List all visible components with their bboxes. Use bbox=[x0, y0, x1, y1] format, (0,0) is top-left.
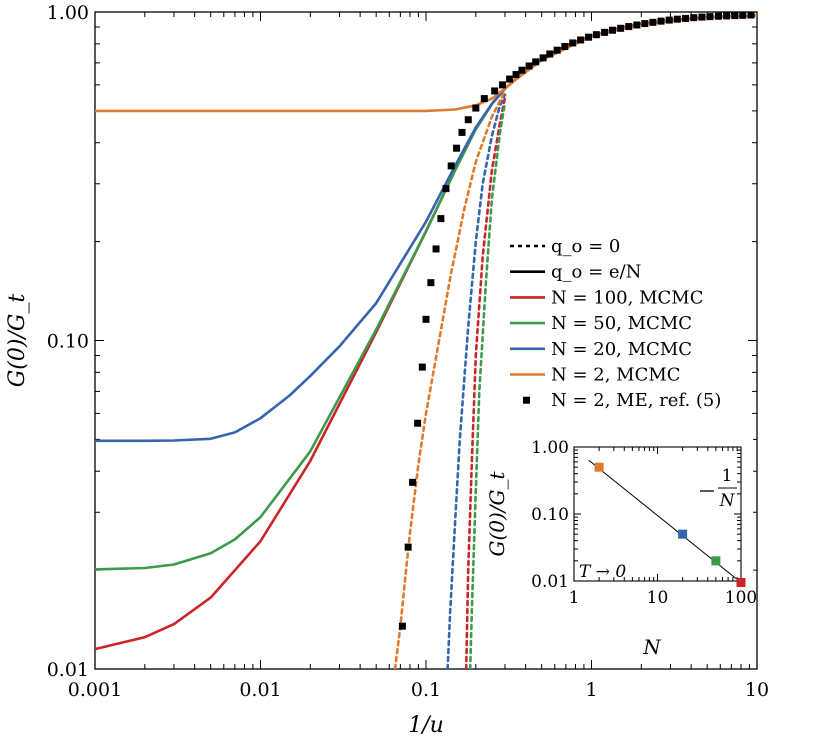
data-point-marker bbox=[747, 12, 755, 19]
inset-y-axis-label: G(0)/G_t bbox=[485, 471, 509, 557]
y-tick-label: 0.01 bbox=[47, 659, 89, 681]
data-point-marker bbox=[546, 50, 554, 58]
data-point-marker bbox=[418, 363, 426, 371]
series-group bbox=[95, 12, 757, 669]
inset-data-point bbox=[594, 462, 604, 472]
series-line-dotted bbox=[393, 89, 507, 669]
legend-label: N = 100, MCMC bbox=[551, 287, 703, 308]
data-point-marker bbox=[625, 23, 633, 31]
series-line bbox=[95, 14, 757, 113]
data-point-marker bbox=[518, 66, 526, 74]
legend-label: N = 20, MCMC bbox=[551, 339, 692, 360]
data-point-marker bbox=[491, 87, 499, 95]
data-point-marker bbox=[525, 62, 533, 70]
x-tick-label: 0.1 bbox=[411, 679, 441, 701]
data-point-marker bbox=[609, 26, 617, 34]
data-point-marker bbox=[427, 279, 435, 287]
data-point-marker bbox=[437, 215, 445, 223]
data-point-marker bbox=[617, 24, 625, 32]
inset-background bbox=[488, 435, 753, 660]
data-point-marker bbox=[698, 13, 706, 21]
data-point-marker bbox=[577, 36, 585, 44]
inset-x-tick-label: 100 bbox=[725, 588, 757, 608]
inset-chart: 1 10 100 0.01 0.10 1.00 N G(0)/G_t 1 N T → 0 bbox=[485, 435, 757, 660]
data-point-marker bbox=[499, 81, 507, 89]
legend-marker bbox=[523, 396, 530, 404]
y-tick-label: 1.00 bbox=[47, 2, 89, 24]
series-line-dotted bbox=[464, 96, 507, 669]
x-tick-label: 0.001 bbox=[68, 679, 122, 701]
data-point-marker bbox=[442, 185, 450, 193]
data-point-marker bbox=[682, 14, 690, 22]
y-tick-label: 0.10 bbox=[47, 331, 89, 353]
inset-line-label-numerator: 1 bbox=[722, 466, 733, 486]
data-point-marker bbox=[592, 31, 600, 39]
legend-label: N = 2, ME, ref. (5) bbox=[551, 390, 721, 411]
inset-y-tick-label: 1.00 bbox=[531, 438, 569, 458]
data-point-marker bbox=[569, 39, 577, 47]
x-tick-label: 1 bbox=[585, 679, 597, 701]
inset-x-tick-label: 1 bbox=[569, 588, 580, 608]
inset-data-point bbox=[736, 577, 746, 587]
data-point-marker bbox=[472, 104, 480, 112]
series-line-dotted bbox=[446, 93, 507, 669]
data-point-marker bbox=[731, 12, 739, 20]
data-point-marker bbox=[512, 71, 520, 79]
inset-x-tick-label: 10 bbox=[647, 588, 669, 608]
data-point-marker bbox=[633, 21, 641, 29]
inset-x-axis-label: N bbox=[642, 635, 662, 659]
series-line-dotted bbox=[468, 101, 507, 669]
y-axis-label: G(0)/G_t bbox=[5, 294, 30, 388]
data-point-marker bbox=[432, 245, 440, 253]
data-point-marker bbox=[739, 12, 747, 19]
data-point-marker bbox=[641, 20, 649, 28]
legend-label: N = 50, MCMC bbox=[551, 313, 692, 334]
inset-y-tick-label: 0.01 bbox=[531, 572, 569, 592]
series-markers bbox=[398, 12, 755, 630]
data-point-marker bbox=[447, 162, 455, 170]
data-point-marker bbox=[506, 75, 514, 83]
data-point-marker bbox=[561, 43, 569, 51]
x-axis-label: 1/u bbox=[408, 713, 444, 738]
data-point-marker bbox=[706, 13, 714, 21]
data-point-marker bbox=[673, 15, 681, 23]
data-point-marker bbox=[422, 315, 430, 323]
data-point-marker bbox=[409, 478, 417, 486]
data-point-marker bbox=[553, 46, 561, 54]
legend-label: q_o = e/N bbox=[551, 262, 641, 283]
data-point-marker bbox=[398, 622, 406, 630]
data-point-marker bbox=[539, 54, 547, 62]
data-point-marker bbox=[453, 144, 461, 152]
data-point-marker bbox=[649, 18, 657, 26]
legend: q_o = 0 q_o = e/N N = 100, MCMC N = 50, MCM… bbox=[510, 236, 721, 411]
x-tick-label: 0.01 bbox=[239, 679, 281, 701]
inset-y-tick-label: 0.10 bbox=[531, 505, 569, 525]
data-point-marker bbox=[404, 543, 412, 551]
data-point-marker bbox=[532, 58, 540, 66]
inset-data-point bbox=[711, 556, 721, 566]
data-point-marker bbox=[601, 28, 609, 36]
inset-line-label-denominator: N bbox=[719, 491, 736, 511]
x-tick-label: 10 bbox=[745, 679, 769, 701]
data-point-marker bbox=[414, 419, 422, 427]
legend-label: q_o = 0 bbox=[551, 236, 620, 257]
data-point-marker bbox=[585, 33, 593, 41]
data-point-marker bbox=[690, 14, 698, 22]
data-point-marker bbox=[480, 95, 488, 103]
inset-data-point bbox=[678, 529, 688, 539]
legend-label: N = 2, MCMC bbox=[551, 365, 681, 386]
data-point-marker bbox=[723, 12, 731, 20]
data-point-marker bbox=[458, 128, 466, 136]
data-point-marker bbox=[464, 116, 472, 124]
x-axis: 0.001 0.01 0.1 1 10 bbox=[68, 12, 769, 701]
inset-condition-label: T → 0 bbox=[579, 562, 626, 582]
y-axis: 0.01 0.10 1.00 bbox=[47, 2, 757, 681]
data-point-marker bbox=[714, 12, 722, 20]
data-point-marker bbox=[657, 17, 665, 25]
data-point-marker bbox=[665, 16, 673, 24]
